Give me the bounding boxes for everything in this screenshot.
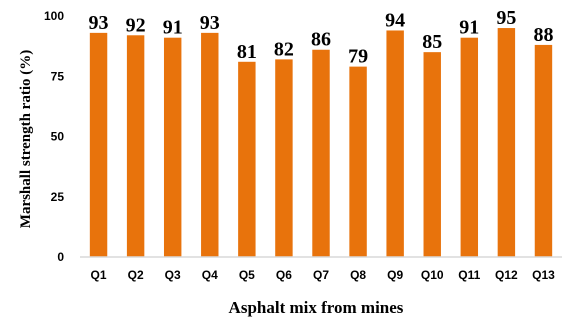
data-label-q4: 93 [200,12,220,34]
y-tick-label: 0 [57,250,64,264]
data-label-q5: 81 [237,41,257,63]
y-tick-label: 75 [51,69,65,83]
bars [89,28,553,258]
bar-q9 [386,30,404,258]
x-tick-label-q1: Q1 [91,268,107,282]
bar-q13 [534,44,553,257]
bar-q2 [126,35,145,257]
y-tick-labels: 0 25 50 75 100 [44,9,64,264]
bar-q1 [89,32,108,258]
data-label-q11: 91 [459,17,479,39]
y-tick-label: 100 [44,9,64,23]
y-tick-label: 25 [51,190,65,204]
bar-q10 [423,52,441,258]
y-axis-title: Marshall strength ratio (%) [18,50,34,228]
data-label-q12: 95 [496,7,516,29]
bar-q11 [460,37,479,257]
data-labels: 93 92 91 93 81 82 86 79 94 85 91 95 88 [89,7,554,68]
data-label-q6: 82 [274,38,294,60]
x-tick-label-q5: Q5 [239,268,255,282]
y-tick-label: 50 [51,130,65,144]
bar-q6 [275,59,293,257]
data-label-q8: 79 [348,46,368,68]
x-tick-label-q9: Q9 [387,268,403,282]
x-tick-label-q12: Q12 [495,268,518,282]
bar-q4 [201,32,219,258]
data-label-q10: 85 [422,31,442,53]
data-label-q13: 88 [533,24,553,46]
bar-q3 [163,37,182,257]
x-tick-label-q13: Q13 [532,268,555,282]
bar-q8 [349,66,367,257]
data-label-q1: 93 [89,12,109,34]
y-axis-title-group: Marshall strength ratio (%) [18,50,34,228]
x-tick-label-q8: Q8 [350,268,366,282]
bar-q5 [238,61,256,257]
x-tick-label-q2: Q2 [128,268,144,282]
data-label-q9: 94 [385,9,405,31]
x-tick-label-q11: Q11 [458,268,480,282]
x-tick-labels: Q1 Q2 Q3 Q4 Q5 Q6 Q7 Q8 Q9 Q10 Q11 Q12 Q13 [91,268,556,282]
x-tick-label-q10: Q10 [421,268,444,282]
x-axis-title: Asphalt mix from mines [229,298,404,317]
x-tick-label-q3: Q3 [165,268,181,282]
data-label-q2: 92 [126,14,146,36]
x-tick-label-q7: Q7 [313,268,329,282]
bar-q12 [497,28,516,257]
x-tick-label-q6: Q6 [276,268,292,282]
x-tick-label-q4: Q4 [202,268,218,282]
bar-q7 [312,49,330,257]
data-label-q3: 91 [163,17,183,39]
data-label-q7: 86 [311,29,331,51]
